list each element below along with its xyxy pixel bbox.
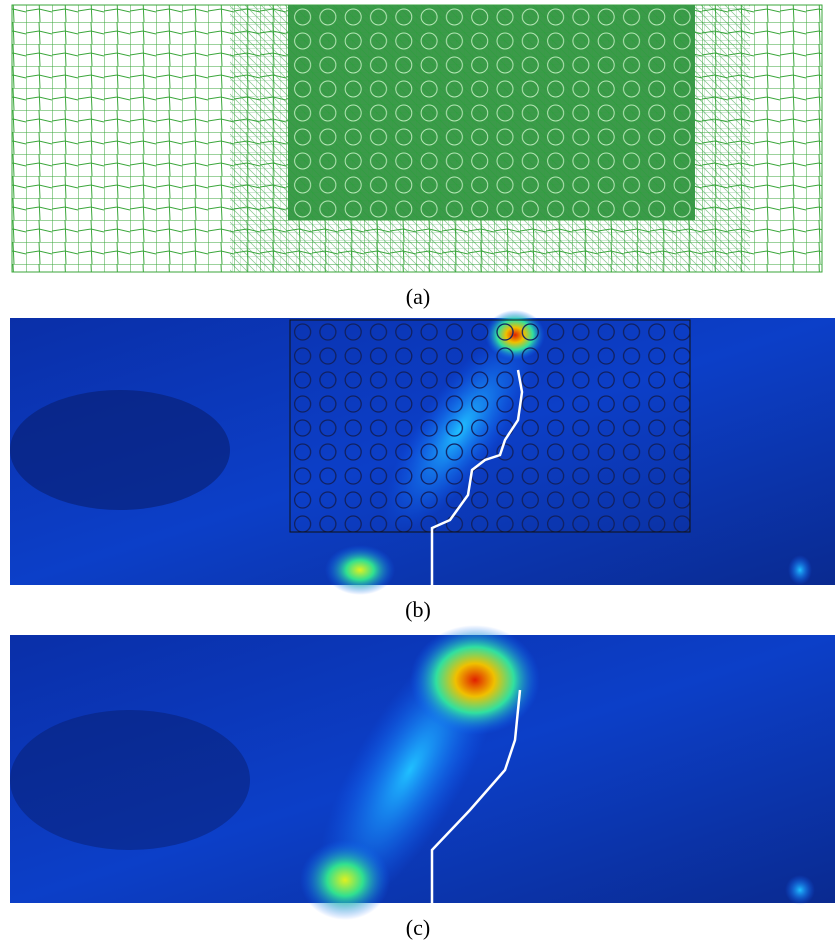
- page: (a) (b) (c) (() => { const data = JSON.p…: [0, 0, 835, 945]
- contour-panel: [10, 604, 835, 936]
- figure: (a) (b) (c): [0, 0, 835, 945]
- panel-label: (a): [406, 284, 430, 309]
- mesh-panel: [12, 5, 822, 272]
- panel-label: (b): [405, 597, 431, 622]
- contour-panel: [10, 309, 835, 595]
- panel-label: (c): [406, 915, 430, 940]
